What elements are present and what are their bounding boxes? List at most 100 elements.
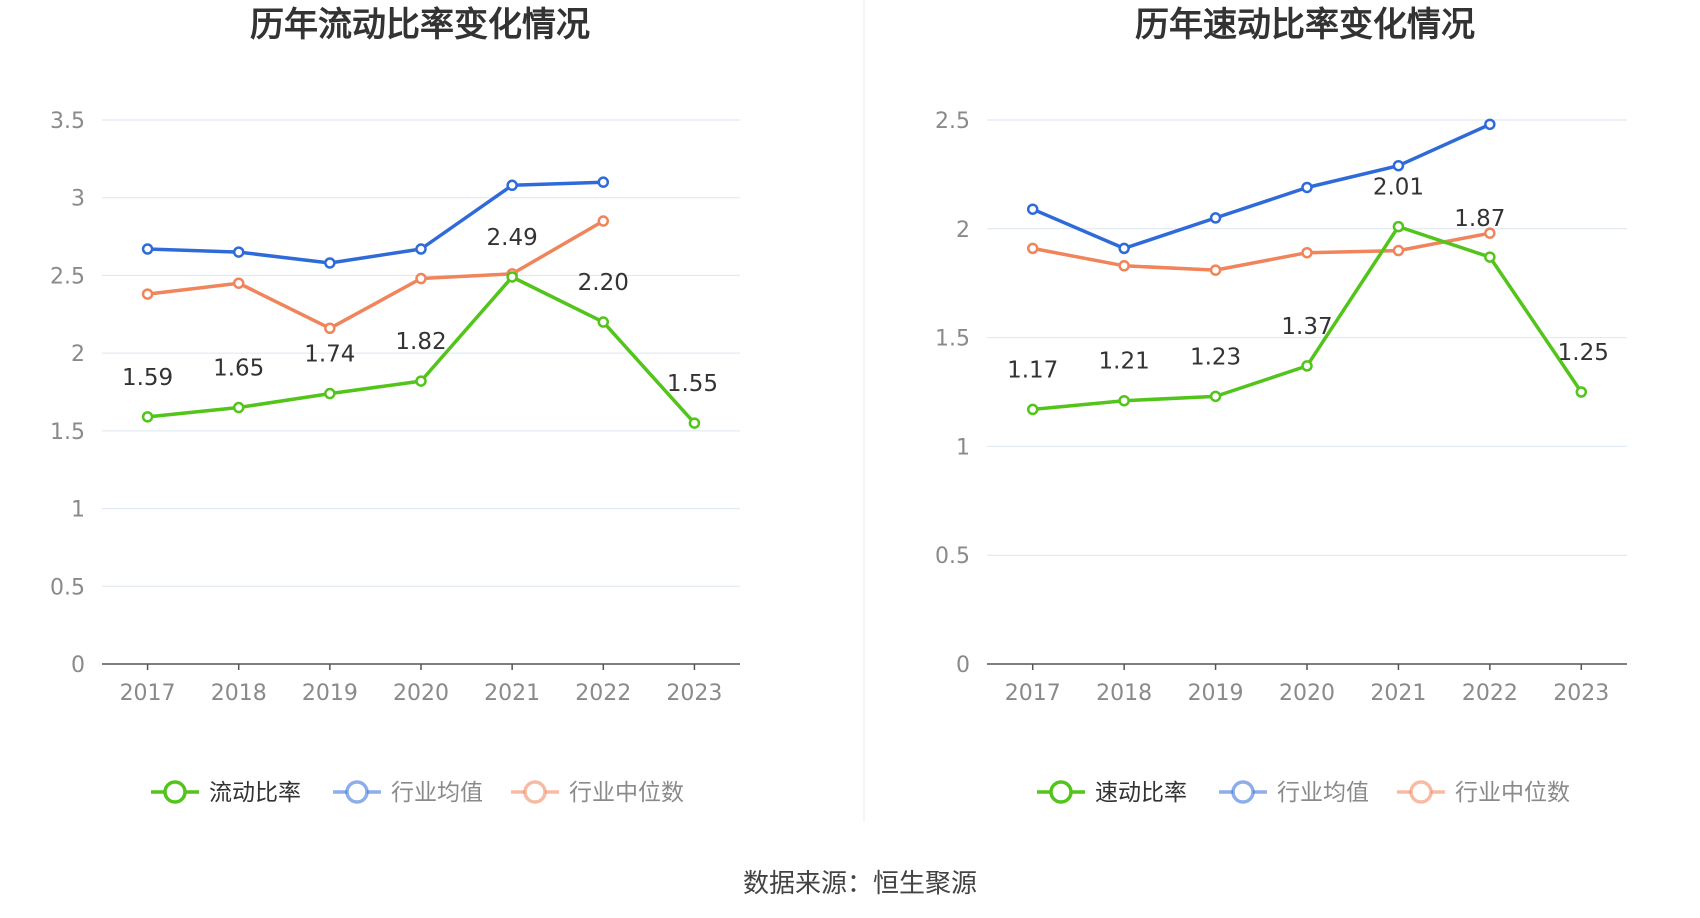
x-tick-label: 2023 (666, 681, 722, 706)
x-tick-label: 2017 (1005, 681, 1061, 706)
legend-marker (345, 780, 369, 804)
legend-label: 流动比率 (209, 780, 301, 806)
data-point (1484, 118, 1496, 131)
legend-label: 行业中位数 (569, 780, 684, 806)
data-label: 1.65 (213, 356, 264, 382)
data-point (232, 401, 245, 414)
data-label: 1.87 (1454, 206, 1505, 232)
x-tick-label: 2017 (120, 681, 176, 706)
data-label: 1.37 (1281, 314, 1332, 340)
y-tick-label: 1 (956, 435, 970, 460)
y-tick-label: 1.5 (50, 420, 85, 445)
x-tick-label: 2018 (211, 681, 267, 706)
data-point (141, 288, 154, 300)
data-point (1301, 360, 1313, 372)
y-tick-label: 0 (956, 653, 970, 678)
quick-ratio-chart: 历年速动比率变化情况 0 0.5 1 1.5 2 2.5 2017 2018 2019 2020 20… (935, 5, 1627, 806)
x-tick-label: 2023 (1553, 681, 1609, 706)
data-point (141, 411, 154, 423)
data-point (415, 243, 427, 255)
y-tick-label: 2.5 (50, 264, 85, 289)
data-point (1301, 181, 1313, 194)
data-label: 1.55 (667, 371, 718, 397)
data-label: 1.23 (1190, 344, 1241, 370)
data-label: 1.74 (304, 342, 355, 368)
y-tick-label: 1 (71, 498, 85, 523)
chart-title: 历年速动比率变化情况 (1135, 5, 1475, 45)
series-line (1032, 122, 1491, 251)
data-point (688, 417, 701, 429)
legend-marker (1049, 780, 1073, 804)
data-label: 1.59 (122, 365, 173, 391)
data-point (597, 316, 610, 328)
data-point (1392, 220, 1405, 233)
data-point (1209, 264, 1222, 276)
data-point (597, 176, 610, 188)
data-point (597, 215, 610, 227)
data-point (324, 257, 336, 269)
data-point (1026, 203, 1039, 215)
data-point (324, 387, 336, 400)
data-point (415, 375, 427, 387)
x-tick-label: 2021 (1370, 681, 1426, 706)
x-tick-label: 2020 (1279, 681, 1335, 706)
x-tick-label: 2019 (302, 681, 358, 706)
data-point (1392, 244, 1405, 257)
y-tick-label: 2 (71, 342, 85, 367)
data-point (232, 277, 245, 289)
x-tick-label: 2020 (393, 681, 449, 706)
series-line (1032, 231, 1491, 272)
data-point (506, 271, 518, 283)
legend-marker (523, 780, 547, 804)
data-label: 2.01 (1373, 175, 1424, 201)
series-line (147, 219, 605, 331)
y-tick-label: 0.5 (50, 575, 85, 600)
y-tick-label: 3.5 (50, 109, 85, 134)
x-tick-label: 2019 (1188, 681, 1244, 706)
data-point (1484, 251, 1496, 263)
data-point (1484, 227, 1496, 239)
data-point (1209, 212, 1222, 224)
data-point (1575, 386, 1588, 398)
data-label: 2.49 (487, 225, 538, 251)
data-label: 1.25 (1558, 340, 1609, 366)
data-point (1118, 242, 1130, 255)
data-point (1026, 403, 1039, 416)
data-point (1118, 394, 1130, 407)
y-tick-label: 1.5 (935, 327, 970, 352)
data-label: 2.20 (578, 270, 629, 296)
legend-marker (163, 780, 187, 804)
current-ratio-chart: 历年流动比率变化情况 0 0.5 1 1.5 2 2.5 3 3.5 2017 2018 2019 20… (50, 5, 740, 806)
data-point (1209, 390, 1222, 403)
data-point (1392, 159, 1405, 172)
x-tick-label: 2021 (484, 681, 540, 706)
data-label: 1.17 (1007, 357, 1058, 383)
y-tick-label: 0.5 (935, 544, 970, 569)
source-note: 数据来源：恒生聚源 (743, 869, 977, 899)
data-label: 1.82 (395, 329, 446, 355)
data-point (1026, 242, 1039, 255)
data-point (141, 243, 154, 255)
y-tick-label: 3 (71, 187, 85, 212)
x-tick-label: 2022 (575, 681, 631, 706)
legend-label: 速动比率 (1095, 780, 1187, 806)
legend-label: 行业中位数 (1455, 780, 1570, 806)
y-tick-label: 0 (71, 653, 85, 678)
data-point (415, 272, 427, 285)
data-point (324, 322, 336, 335)
data-point (506, 179, 518, 192)
y-tick-label: 2.5 (935, 109, 970, 134)
data-point (1301, 246, 1313, 259)
data-point (1118, 260, 1130, 272)
x-tick-label: 2022 (1462, 681, 1518, 706)
series-line (147, 180, 604, 265)
legend-marker (1231, 780, 1255, 804)
legend-label: 行业均值 (391, 780, 483, 806)
legend-marker (1409, 780, 1433, 804)
data-label: 1.21 (1099, 349, 1150, 375)
x-tick-label: 2018 (1096, 681, 1152, 706)
data-point (232, 246, 245, 258)
chart-title: 历年流动比率变化情况 (250, 5, 590, 45)
legend-label: 行业均值 (1277, 780, 1369, 806)
